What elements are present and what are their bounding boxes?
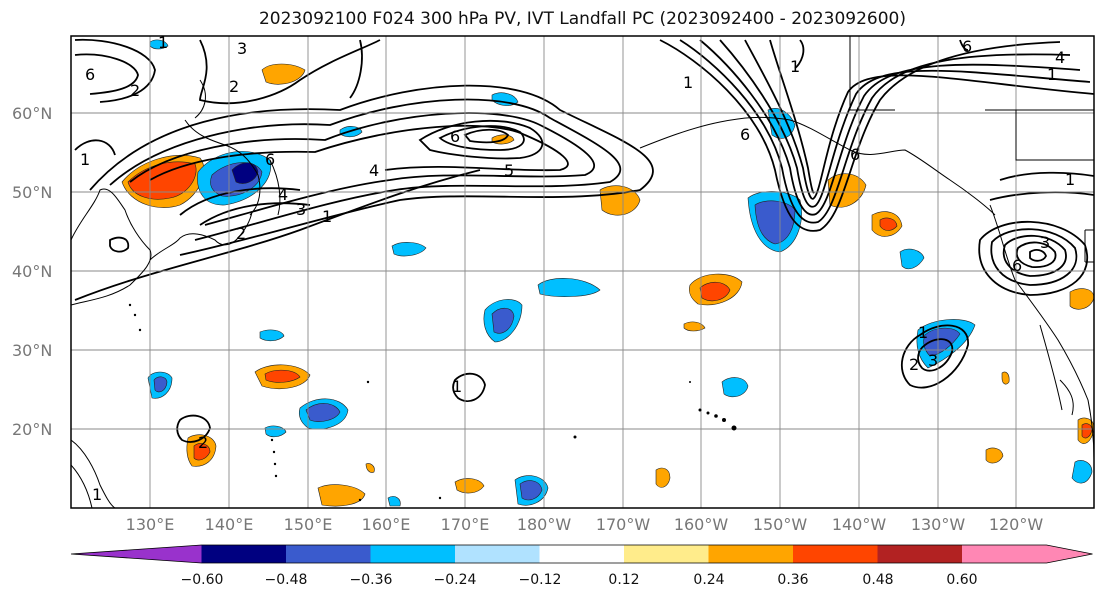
colorbar-tick-label: 0.12 <box>608 572 640 588</box>
colorbar-segment <box>877 545 963 563</box>
contour-label: 2 <box>236 224 246 243</box>
pv-contours <box>74 38 1094 443</box>
colorbar-tick-label: 0.60 <box>946 572 978 588</box>
contour-label: 1 <box>1065 170 1075 189</box>
colorbar-segment <box>286 545 371 563</box>
map-panel: 3 2 1 6 6 4 3 2 1 4 6 5 1 1 6 1 3 1 3 4 … <box>71 33 1094 508</box>
colorbar-segment <box>624 545 709 563</box>
contour-label: 3 <box>296 200 306 219</box>
contour-label: 2 <box>229 77 239 96</box>
colorbar <box>70 544 1093 564</box>
colorbar-outline <box>70 544 1093 564</box>
contour-label: 6 <box>85 65 95 84</box>
map-frame <box>70 35 1095 509</box>
contour-label: 2 <box>909 355 919 374</box>
lat-label-20n: 20°N <box>12 420 53 439</box>
contour-label: 3 <box>1040 233 1050 252</box>
contour-label: 1 <box>1047 65 1057 84</box>
colorbar-extend-low <box>71 545 202 563</box>
contour-label: 3 <box>928 351 938 370</box>
contour-label: 6 <box>265 150 275 169</box>
colorbar-tick-label: −0.48 <box>264 572 308 588</box>
contour-label: 1 <box>918 323 928 342</box>
coastlines <box>71 36 1094 508</box>
lon-label-180w: 180°W <box>516 515 572 534</box>
contour-label: 4 <box>369 161 379 180</box>
colorbar-tick-label: 0.36 <box>777 572 809 588</box>
colorbar-tick-label: −0.60 <box>180 572 224 588</box>
contour-label: 1 <box>322 207 332 226</box>
contour-label: 3 <box>237 39 247 58</box>
lat-label-40n: 40°N <box>12 262 53 281</box>
islands <box>128 303 737 502</box>
lon-label-170w: 170°W <box>595 515 651 534</box>
colorbar-segment <box>370 545 456 563</box>
contour-label: 6 <box>740 125 750 144</box>
colorbar-segment <box>708 545 794 563</box>
colorbar-tick-label: 0.24 <box>693 572 725 588</box>
contour-label: 6 <box>962 37 972 56</box>
lon-label-130e: 130°E <box>125 515 175 534</box>
contour-label: 2 <box>198 433 208 452</box>
contour-label: 1 <box>80 150 90 169</box>
map-title: 2023092100 F024 300 hPa PV, IVT Landfall… <box>258 9 906 29</box>
contour-labels: 3 2 1 6 6 4 3 2 1 4 6 5 1 1 6 1 3 1 3 4 … <box>80 33 1075 504</box>
contour-label: 5 <box>504 161 514 180</box>
colorbar-extend-high <box>962 545 1093 563</box>
contour-label: 4 <box>1055 48 1065 67</box>
pv-anomaly-shading <box>121 39 1094 507</box>
lon-label-150e: 150°E <box>283 515 333 534</box>
contour-label: 1 <box>92 485 102 504</box>
contour-label: 6 <box>1012 256 1022 275</box>
colorbar-tick-label: −0.24 <box>433 572 477 588</box>
colorbar-segment <box>793 545 878 563</box>
contour-label: 1 <box>452 377 462 396</box>
colorbar-segment <box>201 545 287 563</box>
contour-label: 6 <box>850 145 860 164</box>
colorbar-tick-label: −0.36 <box>349 572 393 588</box>
lon-label-160w: 160°W <box>673 515 729 534</box>
contour-label: 1 <box>158 33 168 52</box>
lon-label-140w: 140°W <box>831 515 887 534</box>
colorbar-segment <box>539 545 625 563</box>
lat-label-60n: 60°N <box>12 104 53 123</box>
colorbar-tick-label: −0.12 <box>518 572 562 588</box>
colorbar-tick-label: 0.48 <box>862 572 894 588</box>
contour-label: 1 <box>683 73 693 92</box>
lat-label-30n: 30°N <box>12 341 53 360</box>
lon-label-120w: 120°W <box>988 515 1044 534</box>
lon-label-130w: 130°W <box>910 515 966 534</box>
colorbar-segment <box>455 545 540 563</box>
contour-label: 6 <box>450 127 460 146</box>
contour-label: 2 <box>130 81 140 100</box>
lon-label-150w: 150°W <box>752 515 808 534</box>
contour-label: 4 <box>278 185 288 204</box>
lon-label-140e: 140°E <box>204 515 254 534</box>
lat-label-50n: 50°N <box>12 183 53 202</box>
lon-label-170e: 170°E <box>440 515 490 534</box>
contour-label: 1 <box>790 57 800 76</box>
graticule <box>71 36 1094 508</box>
lon-label-160e: 160°E <box>361 515 411 534</box>
